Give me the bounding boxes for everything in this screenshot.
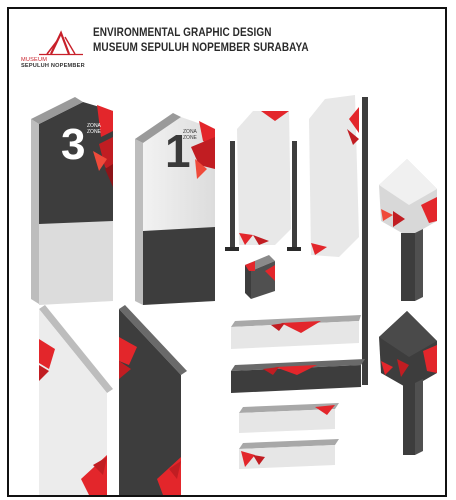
horizontal-slab-4 <box>239 439 339 469</box>
sign1-label-zone: ZONE <box>183 135 198 141</box>
monument-logo-icon <box>39 30 83 56</box>
sign3-number: 3 <box>61 120 85 169</box>
museum-logo: MUSEUM SEPULUH NOPEMBER <box>21 27 91 71</box>
arrow-post-dark <box>379 311 437 455</box>
pole-tall-sign <box>309 95 368 385</box>
zone-1-sign: 1 ZONA ZONE <box>135 113 215 305</box>
sign1-number: 1 <box>165 125 191 177</box>
post-panel-sign <box>225 111 301 251</box>
horizontal-slab-1 <box>231 315 361 349</box>
title-line-1: ENVIRONMENTAL GRAPHIC DESIGN <box>93 25 272 39</box>
header-title: ENVIRONMENTAL GRAPHIC DESIGN MUSEUM SEPU… <box>93 25 356 55</box>
zone-3-sign: 3 ZONA ZONE <box>31 97 113 305</box>
title-line-2: MUSEUM SEPULUH NOPEMBER SURABAYA <box>93 40 309 54</box>
sign1-label-zona: ZONA <box>183 129 198 135</box>
horizontal-slab-2 <box>231 359 365 393</box>
arrow-post-light <box>379 159 437 301</box>
small-cube-sign <box>245 255 275 299</box>
bottom-dark-tall-sign <box>119 305 187 495</box>
sign3-label-zone: ZONE <box>87 129 102 135</box>
bottom-light-tall-sign <box>39 305 113 495</box>
signage-illustration: 3 ZONA ZONE 1 ZONA ZONE <box>31 95 437 495</box>
poster-frame: MUSEUM SEPULUH NOPEMBER ENVIRONMENTAL GR… <box>7 7 447 497</box>
horizontal-slab-3 <box>239 403 339 433</box>
logo-text-museum: MUSEUM <box>21 57 48 63</box>
sign3-label-zona: ZONA <box>87 123 102 129</box>
logo-text-sepuluh: SEPULUH NOPEMBER <box>21 63 85 69</box>
